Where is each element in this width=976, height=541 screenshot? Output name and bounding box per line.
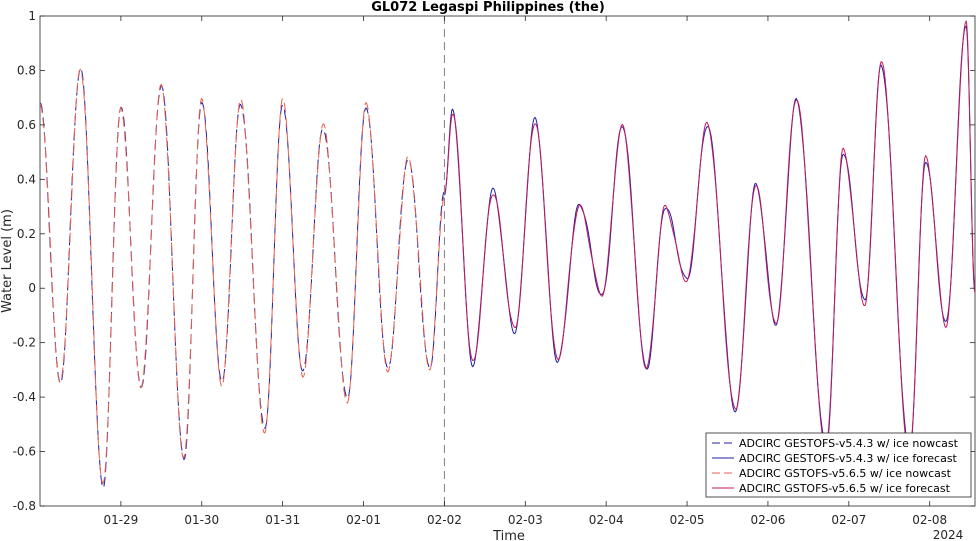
- plot-area: [39, 15, 976, 507]
- legend-entry: ADCIRC GESTOFS-v5.4.3 w/ ice forecast: [739, 452, 958, 465]
- y-tick-label: 1: [28, 9, 36, 23]
- y-axis-ticks: -0.8 -0.6 -0.4 -0.2 0 0.2 0.4 0.6 0.8 1: [13, 9, 975, 513]
- series-line-2: [39, 68, 445, 485]
- y-tick-label: 0: [28, 281, 36, 295]
- x-tick-label: 02-06: [751, 513, 786, 527]
- legend-box: [705, 432, 972, 498]
- series-line-3: [444, 19, 976, 454]
- chart-title: GL072 Legaspi Philippines (the): [371, 0, 605, 15]
- x-tick-label: 02-07: [831, 513, 866, 527]
- x-tick-label: 02-05: [670, 513, 705, 527]
- x-tick-label: 01-31: [265, 513, 300, 527]
- x-tick-label: 01-30: [184, 513, 219, 527]
- series-layer: [39, 19, 976, 490]
- x-tick-label: 02-03: [508, 513, 543, 527]
- y-tick-label: 0.2: [17, 227, 36, 241]
- y-tick-label: -0.4: [13, 390, 36, 404]
- legend-entry: ADCIRC GESTOFS-v5.4.3 w/ ice nowcast: [739, 437, 959, 450]
- y-tick-label: -0.6: [13, 445, 36, 459]
- legend-entry: ADCIRC GSTOFS-v5.6.5 w/ ice forecast: [739, 482, 951, 495]
- y-tick-label: 0.6: [17, 118, 36, 132]
- year-label: 2024: [933, 528, 964, 541]
- x-tick-label: 02-01: [346, 513, 381, 527]
- x-axis-ticks: 01-29 01-30 01-31 02-01 02-02 02-03 02-04 02-05…: [103, 16, 947, 527]
- y-axis-label: Water Level (m): [0, 209, 15, 313]
- y-tick-label: -0.8: [13, 499, 36, 513]
- y-tick-label: -0.2: [13, 336, 36, 350]
- y-tick-label: 0.8: [17, 63, 36, 77]
- legend: ADCIRC GESTOFS-v5.4.3 w/ ice nowcast ADCI…: [705, 432, 972, 498]
- legend-entry: ADCIRC GSTOFS-v5.6.5 w/ ice nowcast: [739, 467, 952, 480]
- x-tick-label: 02-08: [912, 513, 947, 527]
- y-tick-label: 0.4: [17, 172, 36, 186]
- x-tick-label: 01-29: [103, 513, 138, 527]
- x-axis-label: Time: [492, 529, 525, 541]
- x-tick-label: 02-04: [589, 513, 624, 527]
- x-tick-label: 02-02: [427, 513, 462, 527]
